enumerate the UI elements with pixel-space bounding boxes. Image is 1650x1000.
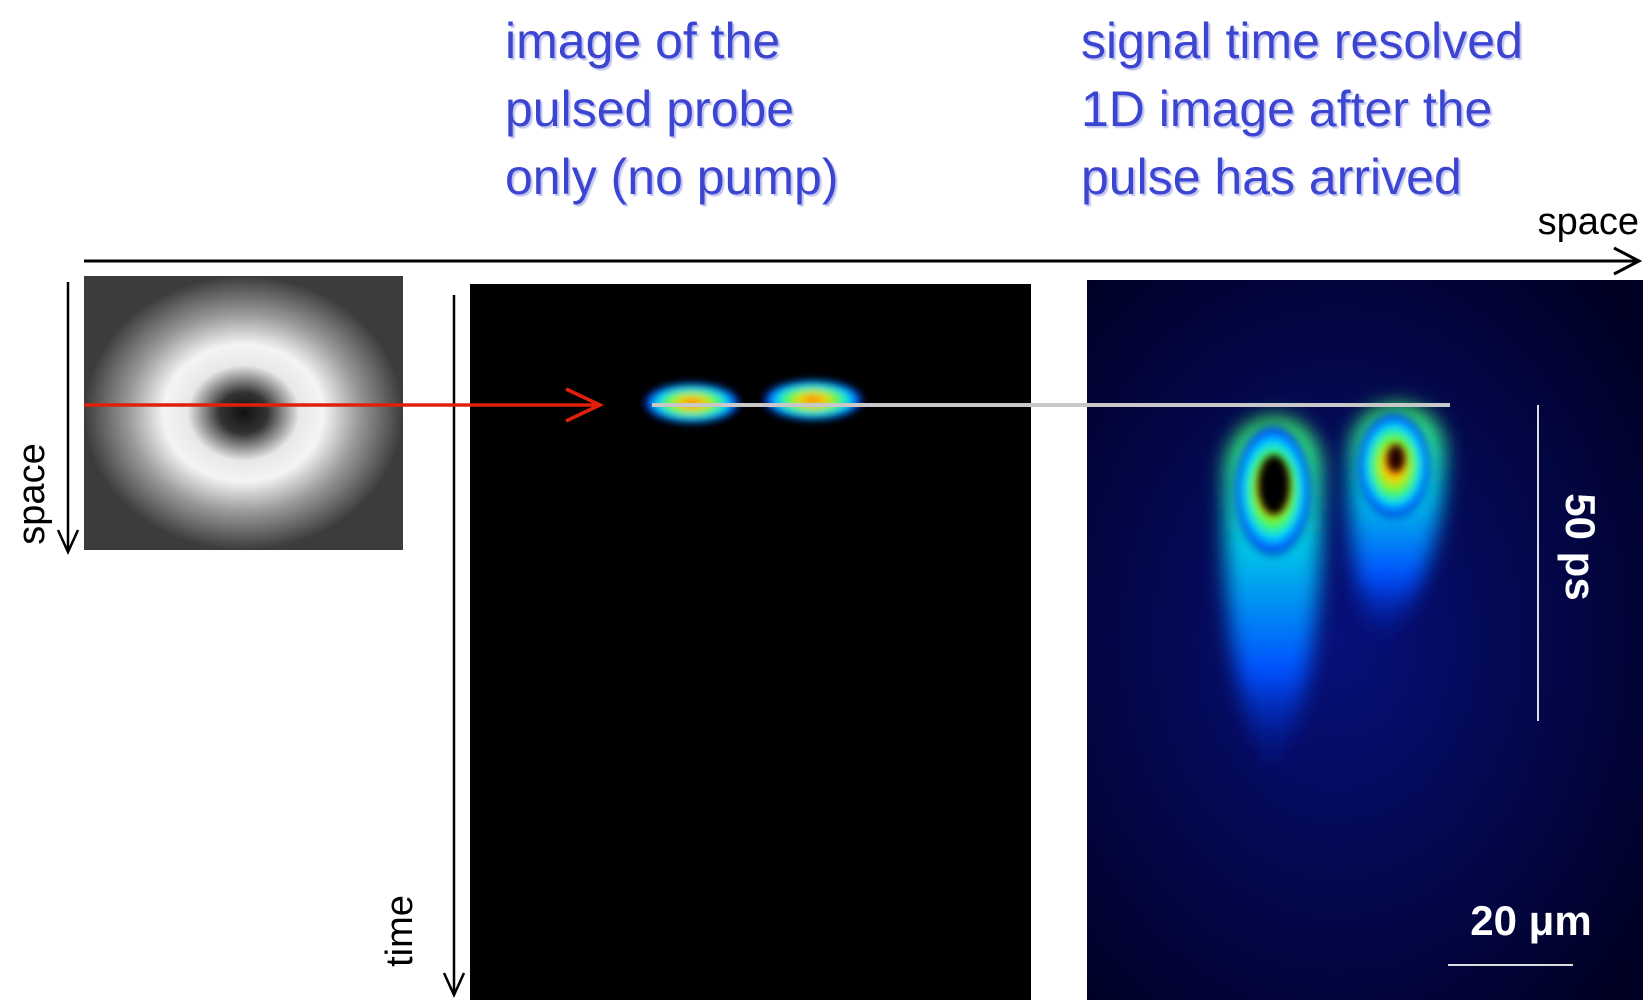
mapping-arrow xyxy=(84,387,605,423)
space-axis xyxy=(84,246,1643,276)
signal-streak-image xyxy=(1087,280,1643,1000)
space-scale-label: 20 μm xyxy=(1470,897,1591,944)
title-line: pulse has arrived xyxy=(1081,149,1462,205)
time-scale-label: 50 ps xyxy=(1557,493,1604,600)
probe-title: image of the pulsed probe only (no pump) xyxy=(505,13,839,205)
title-line: pulsed probe xyxy=(505,81,794,137)
space-vertical-label: space xyxy=(11,443,53,544)
probe-beam-image xyxy=(84,276,403,550)
space-axis-label: space xyxy=(1538,201,1639,243)
probe-streak-image xyxy=(470,284,1031,1000)
title-line: 1D image after the xyxy=(1081,81,1492,137)
title-line: only (no pump) xyxy=(505,149,839,205)
title-line: signal time resolved xyxy=(1081,13,1523,69)
signal-blobs xyxy=(1224,405,1445,780)
vertical-space-axis xyxy=(56,282,80,556)
title-line: image of the xyxy=(505,13,780,69)
time-axis xyxy=(442,295,466,999)
signal-title: signal time resolved 1D image after the … xyxy=(1081,13,1523,205)
time-label: time xyxy=(379,895,421,967)
